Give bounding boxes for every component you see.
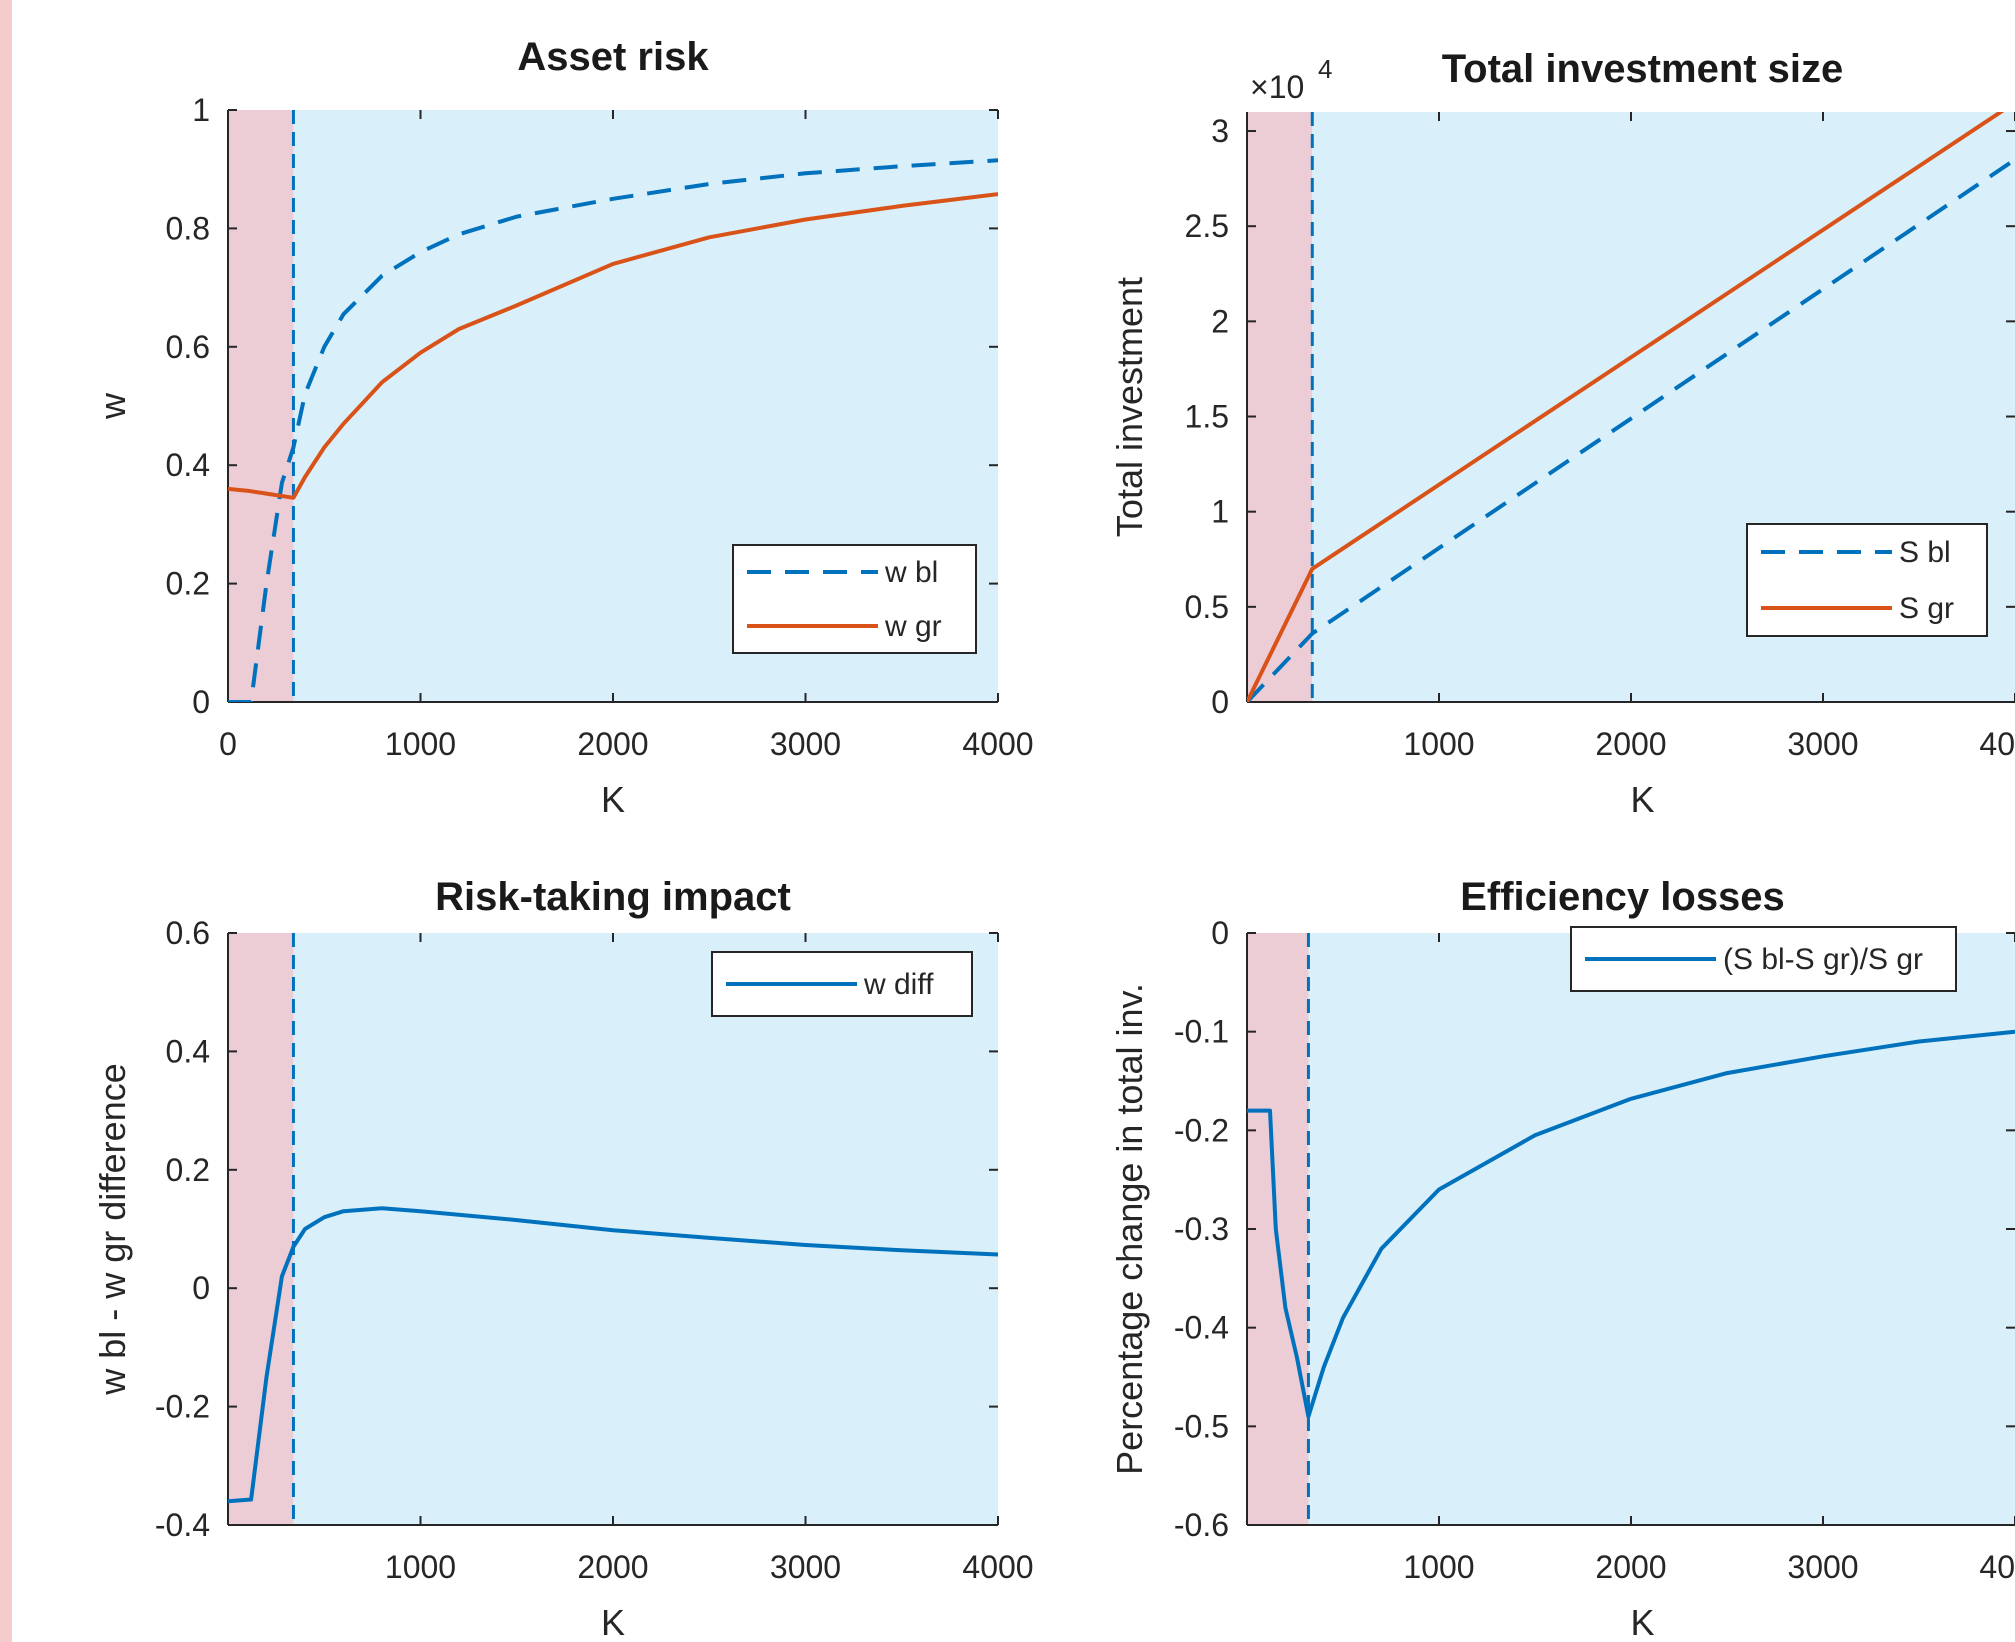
y-tick-label: 0.4 <box>166 447 210 483</box>
series-line-s-bl <box>1247 157 2015 702</box>
y-tick-label: 0 <box>192 684 210 720</box>
y-tick-label: 0 <box>1211 684 1229 720</box>
panel-asset-risk: 0 1000 2000 3000 4000 0 0.2 0.4 0.6 0.8 1 Asset ris… <box>92 35 1034 820</box>
region-feasible <box>1308 933 2015 1525</box>
legend-label: w diff <box>863 968 934 1001</box>
legend-label: S gr <box>1899 592 1954 625</box>
legend-label: w gr <box>884 610 942 643</box>
y-axis-label: w <box>92 392 133 420</box>
y-exponent-label: ×10 <box>1250 69 1304 105</box>
x-tick-label: 1000 <box>1403 726 1474 762</box>
x-tick-label: 1000 <box>385 726 456 762</box>
panel-efficiency-losses: 1000 2000 3000 4000 -0.6 -0.5 -0.4 -0.3 -0.2 -0.1… <box>1109 875 2015 1642</box>
y-tick-label: 0 <box>192 1270 210 1306</box>
panel-total-investment: 1000 2000 3000 4000 0 0.5 1 1.5 2 2.5 3 Total inves… <box>1109 47 2015 820</box>
region-feasible <box>293 933 998 1525</box>
x-tick-label: 2000 <box>577 726 648 762</box>
x-tick-label: 2000 <box>1595 726 1666 762</box>
chart-title: Risk-taking impact <box>435 875 791 919</box>
x-tick-label: 3000 <box>1787 1549 1858 1585</box>
legend-label: S bl <box>1899 536 1951 569</box>
chart-title: Total investment size <box>1442 47 1844 91</box>
x-tick-label: 3000 <box>1787 726 1858 762</box>
y-tick-label: -0.4 <box>155 1507 210 1543</box>
legend: (S bl-S gr)/S gr <box>1570 926 1957 992</box>
series-line-s-gr <box>1247 112 2005 702</box>
legend-box <box>732 544 977 654</box>
y-tick-label: 0.2 <box>166 566 210 602</box>
y-tick-label: 3 <box>1211 113 1229 149</box>
x-axis-label: K <box>1630 1602 1654 1642</box>
region-infeasible <box>1247 112 1313 702</box>
chart-title: Asset risk <box>517 35 709 79</box>
x-tick-label: 4000 <box>1979 726 2015 762</box>
legend: w diff <box>711 951 973 1017</box>
y-tick-label: 0.8 <box>166 210 210 246</box>
y-tick-label: 0.6 <box>166 329 210 365</box>
y-tick-label: 1 <box>1211 494 1229 530</box>
y-tick-label: 0 <box>1211 915 1229 951</box>
y-tick-label: 2.5 <box>1185 208 1229 244</box>
x-tick-label: 1000 <box>1403 1549 1474 1585</box>
y-tick-label: -0.2 <box>1174 1112 1229 1148</box>
legend: w bl w gr <box>732 544 977 654</box>
y-tick-label: 1 <box>192 92 210 128</box>
x-tick-label: 2000 <box>577 1549 648 1585</box>
x-axis-label: K <box>601 1602 625 1642</box>
y-axis-label: Percentage change in total inv. <box>1109 983 1150 1475</box>
x-tick-label: 1000 <box>385 1549 456 1585</box>
y-tick-label: -0.4 <box>1174 1310 1229 1346</box>
x-tick-label: 3000 <box>770 726 841 762</box>
series-line-s-bl-s-gr-s-gr <box>1247 1029 2015 1419</box>
x-tick-label: 2000 <box>1595 1549 1666 1585</box>
legend: S bl S gr <box>1746 523 1988 637</box>
y-tick-label: 0.5 <box>1185 589 1229 625</box>
legend-box <box>1746 523 1988 637</box>
x-axis-label: K <box>601 779 625 820</box>
y-tick-label: -0.3 <box>1174 1211 1229 1247</box>
series-line-w-diff <box>228 1206 998 1504</box>
y-tick-label: 2 <box>1211 303 1229 339</box>
y-tick-label: 0.6 <box>166 915 210 951</box>
x-tick-label: 0 <box>219 726 237 762</box>
series-line-w-gr <box>228 192 998 500</box>
y-tick-label: 0.2 <box>166 1152 210 1188</box>
y-tick-label: 1.5 <box>1185 399 1229 435</box>
panel-risk-taking-impact: 1000 2000 3000 4000 -0.4 -0.2 0 0.2 0.4 0.6 Risk-t… <box>92 875 1034 1642</box>
x-tick-label: 4000 <box>962 726 1033 762</box>
y-tick-label: -0.5 <box>1174 1408 1229 1444</box>
y-axis-label: Total investment <box>1109 277 1150 537</box>
left-edge-strip <box>0 0 12 1642</box>
legend-label: w bl <box>884 556 938 589</box>
y-tick-label: -0.1 <box>1174 1014 1229 1050</box>
y-tick-label: -0.2 <box>155 1389 210 1425</box>
y-axis-label: w bl - w gr difference <box>92 1063 133 1395</box>
region-infeasible <box>228 110 294 702</box>
y-tick-label: -0.6 <box>1174 1507 1229 1543</box>
chart-title: Efficiency losses <box>1460 875 1785 919</box>
x-tick-label: 3000 <box>770 1549 841 1585</box>
y-tick-label: 0.4 <box>166 1033 210 1069</box>
legend-label: (S bl-S gr)/S gr <box>1723 943 1923 976</box>
y-exponent-power: 4 <box>1318 54 1332 84</box>
x-tick-label: 4000 <box>1979 1549 2015 1585</box>
x-axis-label: K <box>1630 779 1654 820</box>
x-tick-label: 4000 <box>962 1549 1033 1585</box>
series-line-w-bl <box>228 158 998 702</box>
